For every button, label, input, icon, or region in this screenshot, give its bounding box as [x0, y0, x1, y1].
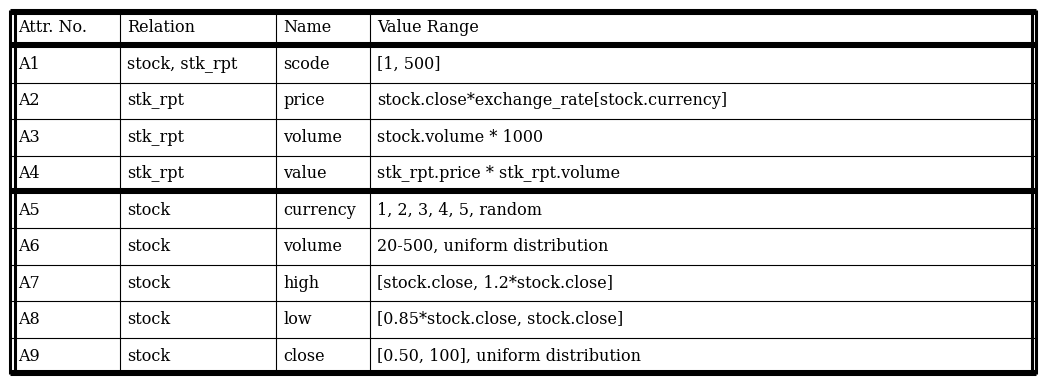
- Text: [0.85*stock.close, stock.close]: [0.85*stock.close, stock.close]: [377, 311, 624, 328]
- Text: Relation: Relation: [127, 19, 195, 36]
- Text: [stock.close, 1.2*stock.close]: [stock.close, 1.2*stock.close]: [377, 275, 613, 292]
- Text: 20-500, uniform distribution: 20-500, uniform distribution: [377, 238, 608, 255]
- Text: currency: currency: [283, 202, 356, 219]
- Text: stock.volume * 1000: stock.volume * 1000: [377, 129, 543, 146]
- Text: volume: volume: [283, 129, 342, 146]
- Text: volume: volume: [283, 238, 342, 255]
- Text: [1, 500]: [1, 500]: [377, 56, 440, 73]
- Text: high: high: [283, 275, 320, 292]
- Text: stk_rpt: stk_rpt: [127, 129, 184, 146]
- Text: Name: Name: [283, 19, 331, 36]
- Text: 1, 2, 3, 4, 5, random: 1, 2, 3, 4, 5, random: [377, 202, 542, 219]
- Text: stock.close*exchange_rate[stock.currency]: stock.close*exchange_rate[stock.currency…: [377, 92, 727, 109]
- Text: [0.50, 100], uniform distribution: [0.50, 100], uniform distribution: [377, 348, 641, 365]
- Text: Value Range: Value Range: [377, 19, 479, 36]
- Text: stk_rpt: stk_rpt: [127, 92, 184, 109]
- Text: stock: stock: [127, 275, 170, 292]
- Text: stock: stock: [127, 348, 170, 365]
- Text: stk_rpt.price * stk_rpt.volume: stk_rpt.price * stk_rpt.volume: [377, 165, 620, 182]
- Text: A1: A1: [18, 56, 40, 73]
- Text: A2: A2: [18, 92, 40, 109]
- Text: close: close: [283, 348, 325, 365]
- Text: stock: stock: [127, 311, 170, 328]
- Text: stock: stock: [127, 202, 170, 219]
- Text: stock: stock: [127, 238, 170, 255]
- Text: A8: A8: [18, 311, 40, 328]
- Text: Attr. No.: Attr. No.: [18, 19, 86, 36]
- Text: A7: A7: [18, 275, 40, 292]
- Text: price: price: [283, 92, 325, 109]
- Text: stk_rpt: stk_rpt: [127, 165, 184, 182]
- Text: low: low: [283, 311, 311, 328]
- Text: A4: A4: [18, 165, 40, 182]
- Text: value: value: [283, 165, 327, 182]
- Text: A5: A5: [18, 202, 40, 219]
- Text: stock, stk_rpt: stock, stk_rpt: [127, 56, 237, 73]
- Text: A9: A9: [18, 348, 40, 365]
- Text: A6: A6: [18, 238, 40, 255]
- Text: scode: scode: [283, 56, 330, 73]
- Text: A3: A3: [18, 129, 40, 146]
